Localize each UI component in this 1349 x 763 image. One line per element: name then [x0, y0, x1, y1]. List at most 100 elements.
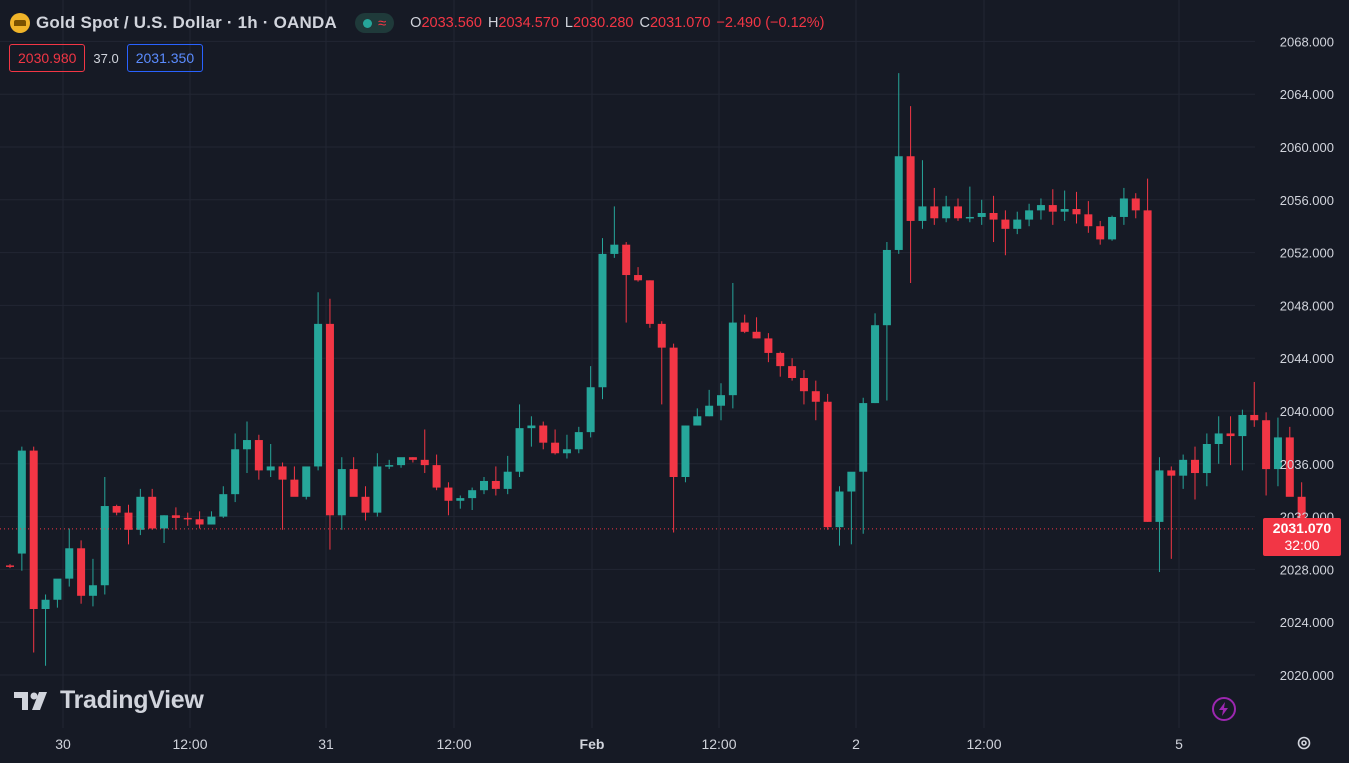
candle-body — [835, 491, 844, 528]
ohlc-low-key: L — [564, 15, 573, 31]
candle-body — [1084, 214, 1093, 227]
tradingview-logo[interactable]: TradingView — [14, 686, 204, 715]
ohlc-close-key: C — [639, 15, 650, 31]
candle-body — [456, 498, 465, 501]
y-tick-label: 2052.000 — [1280, 246, 1334, 261]
candle-body — [562, 449, 571, 454]
ohlc-open-key: O — [410, 15, 422, 31]
y-tick-label: 2024.000 — [1280, 615, 1334, 630]
y-tick-label: 2068.000 — [1280, 34, 1334, 49]
candle-body — [1273, 437, 1282, 470]
time-axis: 30 12:00 31 12:00 Feb 12:00 2 12:00 5 — [55, 736, 1183, 752]
candle-body — [6, 565, 14, 567]
candle-body — [314, 323, 323, 467]
y-tick-label: 2056.000 — [1280, 193, 1334, 208]
candle-body — [894, 156, 903, 250]
sell-button[interactable]: 2030.980 — [9, 44, 86, 72]
candle-body — [598, 253, 607, 388]
candle-body — [1072, 209, 1081, 215]
last-price-value: 2031.070 — [1272, 520, 1332, 536]
candle-body — [1013, 219, 1022, 229]
y-tick-label: 2020.000 — [1280, 668, 1334, 683]
y-tick-label: 2028.000 — [1280, 562, 1334, 577]
candle-body — [1143, 210, 1152, 522]
tradingview-wordmark: TradingView — [60, 686, 204, 714]
y-tick-label: 2044.000 — [1280, 351, 1334, 366]
candle-body — [942, 206, 951, 219]
chart-header: Gold Spot / U.S. Dollar · 1h · OANDA ≈ O… — [10, 10, 824, 36]
candle-body — [219, 494, 228, 517]
candle-body — [764, 338, 773, 353]
candle-body — [882, 249, 891, 326]
candle-body — [657, 323, 666, 348]
candle-body — [183, 517, 192, 520]
candle-body — [231, 449, 240, 495]
candle-body — [977, 213, 986, 217]
buy-button[interactable]: 2031.350 — [126, 44, 204, 72]
y-tick-label: 2060.000 — [1280, 140, 1334, 155]
candle-body — [373, 466, 382, 513]
candle-body — [847, 471, 856, 492]
candle-body — [88, 585, 97, 596]
candle-body — [1025, 210, 1034, 220]
lightning-icon[interactable] — [1212, 697, 1236, 721]
ohlc-change: −2.490 (−0.12%) — [716, 15, 825, 31]
candle-body — [148, 496, 157, 529]
candle-body — [337, 469, 346, 516]
market-status-pill[interactable]: ≈ — [354, 13, 395, 33]
x-tick-label: 12:00 — [966, 736, 1001, 752]
candle-body — [1155, 470, 1164, 522]
candle-body — [811, 391, 820, 402]
ohlc-low-value: 2030.280 — [572, 15, 634, 31]
candle-body — [207, 516, 216, 525]
candle-body — [349, 469, 358, 497]
candle-body — [243, 440, 251, 450]
candle-body — [1238, 414, 1247, 437]
candle-body — [266, 466, 275, 471]
candle-body — [1048, 205, 1057, 212]
candle-body — [325, 323, 334, 516]
settings-gear-icon[interactable] — [1296, 735, 1312, 751]
candle-body — [29, 450, 38, 609]
candle-body — [420, 459, 429, 466]
last-price-label: 2031.070 32:00 — [1263, 518, 1341, 556]
candle-body — [918, 206, 927, 221]
candle-body — [171, 515, 180, 518]
candle-body — [989, 213, 998, 220]
candle-body — [823, 401, 832, 528]
candle-body — [776, 352, 785, 367]
x-tick-label: 12:00 — [172, 736, 207, 752]
gold-coin-icon — [10, 13, 30, 33]
candle-body — [788, 366, 797, 378]
x-tick-label: Feb — [580, 736, 605, 752]
candle-body — [136, 496, 145, 530]
candle-body — [1297, 496, 1306, 529]
candle-body — [610, 244, 619, 254]
candle-body — [124, 512, 133, 530]
candle-body — [77, 548, 86, 596]
candle-body — [634, 275, 643, 281]
market-open-dot-icon — [362, 18, 372, 28]
spread-value: 37.0 — [93, 50, 119, 66]
candle-body — [705, 405, 714, 417]
candle-body — [1060, 209, 1069, 212]
tradingview-mark-icon — [14, 691, 47, 710]
candle-body — [1214, 433, 1223, 444]
x-tick-label: 30 — [55, 736, 71, 752]
ohlc-high-value: 2034.570 — [498, 15, 559, 31]
price-axis: 2020.0002024.0002028.0002032.0002036.000… — [1280, 34, 1334, 683]
candle-body — [100, 506, 109, 586]
candle-body — [1167, 470, 1176, 476]
candle-body — [574, 432, 583, 450]
candle-body — [432, 465, 441, 488]
candle-body — [278, 466, 287, 480]
y-tick-label: 2048.000 — [1280, 298, 1334, 313]
candle-body — [871, 325, 880, 404]
candle-body — [1250, 414, 1259, 421]
ohlc-open-value: 2033.560 — [421, 15, 482, 31]
candle-body — [17, 450, 26, 554]
candle-body — [361, 496, 370, 513]
candle-body — [290, 479, 299, 497]
symbol-title[interactable]: Gold Spot / U.S. Dollar · 1h · OANDA — [36, 13, 337, 32]
